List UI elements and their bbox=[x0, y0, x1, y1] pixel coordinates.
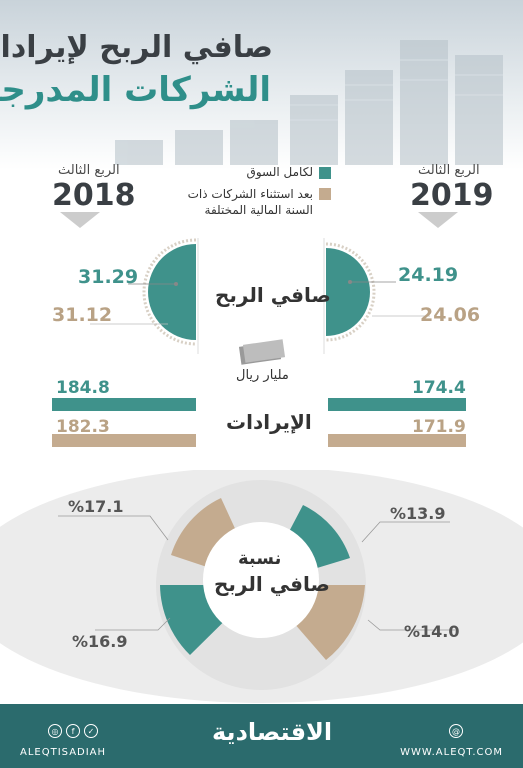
right-year: 2019 bbox=[410, 178, 494, 213]
website-icon-wrap: @ bbox=[449, 724, 463, 738]
margin-label-line-2: صافي الربح bbox=[214, 572, 330, 596]
margin-label-line-1: نسبة bbox=[238, 548, 282, 569]
legend-item-market: لكامل السوق bbox=[181, 165, 331, 179]
margin-section bbox=[0, 470, 523, 703]
revenue-2018-market-bar bbox=[52, 398, 196, 411]
footer-bar: ◎ f ✓ ALEQTISADIAH الاقتصادية @ WWW.ALEQ… bbox=[0, 704, 523, 768]
title-line-2: الشركات المدرجة bbox=[0, 70, 271, 110]
header-banner: صافي الربح لإيرادات الشركات المدرجة bbox=[0, 0, 523, 170]
legend-swatch-tan bbox=[319, 188, 331, 200]
revenue-2019-market-bar bbox=[328, 398, 466, 411]
net-profit-2018-excl: 31.12 bbox=[52, 304, 113, 326]
net-profit-label: صافي الربح bbox=[215, 283, 331, 307]
revenue-2019-market: 174.4 bbox=[412, 378, 466, 398]
margin-2019-excl: %14.0 bbox=[404, 622, 460, 641]
net-profit-2018-disc bbox=[148, 244, 196, 340]
revenue-2018-excl: 182.3 bbox=[56, 417, 110, 437]
net-profit-graphic bbox=[90, 238, 430, 354]
margin-2019-market: %13.9 bbox=[390, 504, 446, 523]
unit-label: مليار ريال bbox=[236, 368, 289, 383]
net-profit-2018-market: 31.29 bbox=[78, 266, 139, 288]
money-icon bbox=[238, 339, 286, 365]
margin-2018-excl: %17.1 bbox=[68, 497, 124, 516]
facebook-icon[interactable]: f bbox=[66, 724, 80, 738]
left-year: 2018 bbox=[52, 178, 136, 213]
globe-icon[interactable]: @ bbox=[449, 724, 463, 738]
title-line-1: صافي الربح لإيرادات bbox=[0, 30, 273, 65]
legend-item-excl: بعد استثناء الشركات ذات السنة المالية ال… bbox=[181, 186, 331, 218]
margin-2018-market: %16.9 bbox=[72, 632, 128, 651]
social-handle[interactable]: ALEQTISADIAH bbox=[20, 747, 107, 758]
left-year-arrow bbox=[60, 212, 100, 228]
coin-stacks-image bbox=[115, 40, 503, 165]
right-year-arrow bbox=[418, 212, 458, 228]
brand-logo: الاقتصادية bbox=[212, 718, 333, 746]
revenue-label: الإيرادات bbox=[226, 410, 312, 434]
twitter-icon[interactable]: ✓ bbox=[84, 724, 98, 738]
net-profit-2019-market: 24.19 bbox=[398, 264, 459, 286]
revenue-2018-excl-bar bbox=[52, 434, 196, 447]
right-quarter-label: الربع الثالث bbox=[418, 163, 480, 178]
legend-label-market: لكامل السوق bbox=[246, 165, 313, 179]
legend-label-excl: بعد استثناء الشركات ذات السنة المالية ال… bbox=[187, 187, 313, 217]
net-profit-2019-excl: 24.06 bbox=[420, 304, 481, 326]
revenue-2018-market: 184.8 bbox=[56, 378, 110, 398]
left-quarter-label: الربع الثالث bbox=[58, 163, 120, 178]
revenue-2019-excl-bar bbox=[328, 434, 466, 447]
revenue-2019-excl: 171.9 bbox=[412, 417, 466, 437]
net-profit-2019-disc bbox=[326, 248, 370, 336]
legend-swatch-teal bbox=[319, 167, 331, 179]
website-link[interactable]: WWW.ALEQT.COM bbox=[400, 747, 503, 758]
instagram-icon[interactable]: ◎ bbox=[48, 724, 62, 738]
social-icons: ◎ f ✓ bbox=[48, 724, 98, 738]
